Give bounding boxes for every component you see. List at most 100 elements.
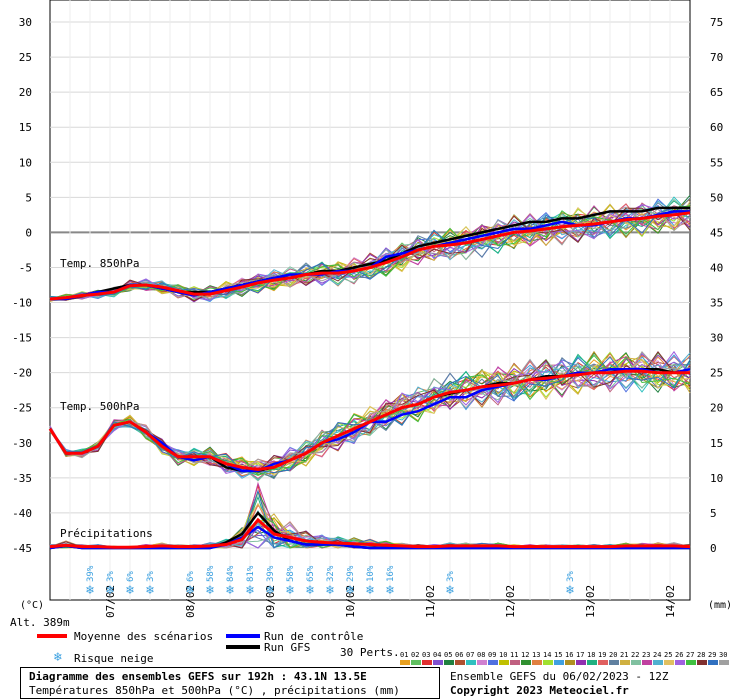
footer-title: Diagramme des ensembles GEFS sur 192h : … [29,670,367,683]
pert-swatch [521,660,531,665]
legend-gfs-label: Run GFS [264,641,311,654]
snowflake-icon: ❄ [245,583,254,598]
snowflake-icon: ❄ [105,583,114,598]
right-tick-label: 15 [710,437,723,450]
pert-swatch [422,660,432,665]
date-label: 10/02 [344,585,357,618]
pert-swatch [653,660,663,665]
pert-id-label: 12 [521,651,529,659]
left-tick-label: -20 [12,367,32,380]
pert-id-label: 19 [598,651,606,659]
snow-risk-pct: 6% [126,571,136,582]
legend-mean-swatch [37,634,67,638]
date-label: 12/02 [504,585,517,618]
pert-swatch [719,660,729,665]
pert-swatch [477,660,487,665]
pert-swatch [609,660,619,665]
left-tick-label: 15 [19,121,32,134]
right-tick-label: 50 [710,191,723,204]
left-tick-label: -10 [12,297,32,310]
pert-id-label: 17 [576,651,584,659]
left-tick-label: 25 [19,51,32,64]
pert-swatch [488,660,498,665]
perts-label: 30 Perts. [340,646,400,659]
pert-t500-line [49,351,691,473]
snowflake-icon: ❄ [54,650,62,665]
pert-id-label: 14 [543,651,551,659]
pert-id-label: 25 [664,651,672,659]
pert-swatch [499,660,509,665]
snow-risk-pct: 3% [446,571,456,582]
snowflake-icon: ❄ [365,583,374,598]
left-tick-label: -15 [12,332,32,345]
pert-id-label: 11 [510,651,518,659]
pert-t850-line [49,197,691,301]
pert-swatch [708,660,718,665]
pert-id-label: 03 [422,651,430,659]
right-tick-label: 75 [710,16,723,29]
pert-id-label: 27 [686,651,694,659]
snowflake-icon: ❄ [325,583,334,598]
pert-swatch [565,660,575,665]
snowflake-icon: ❄ [85,583,94,598]
right-tick-label: 70 [710,51,723,64]
pert-swatch [543,660,553,665]
series-precip-line [49,517,691,549]
pert-id-label: 02 [411,651,419,659]
series-t500-line [48,369,690,472]
left-tick-label: 10 [19,156,32,169]
left-tick-label: -45 [12,542,32,555]
pert-id-label: 29 [708,651,716,659]
left-tick-label: 20 [19,86,32,99]
pert-id-label: 18 [587,651,595,659]
snowflake-icon: ❄ [145,583,154,598]
pert-id-label: 30 [719,651,727,659]
series-t850-line [49,211,691,301]
pert-swatch [576,660,586,665]
pert-id-label: 09 [488,651,496,659]
right-tick-label: 10 [710,472,723,485]
snow-risk-pct: 81% [246,565,256,582]
label-t850: Temp. 850hPa [60,257,140,270]
pert-id-label: 20 [609,651,617,659]
snowflake-icon: ❄ [185,583,194,598]
pert-id-label: 10 [499,651,507,659]
snow-risk-pct: 39% [86,565,96,582]
pert-swatch [697,660,707,665]
snow-risk-pct: 3% [106,571,116,582]
snow-risk-pct: 32% [326,565,336,582]
snow-risk-pct: 3% [566,571,576,582]
date-label: 13/02 [584,585,597,618]
pert-swatch [532,660,542,665]
altitude: Alt. 389m [10,616,70,629]
pert-swatch [466,660,476,665]
right-tick-label: 65 [710,86,723,99]
legend-control-label: Run de contrôle [264,630,364,643]
snow-risk-pct: 58% [286,565,296,582]
pert-swatch [455,660,465,665]
snowflake-icon: ❄ [125,583,134,598]
snowflake-icon: ❄ [205,583,214,598]
snow-risk-pct: 16% [386,565,396,582]
right-tick-label: 35 [710,297,723,310]
pert-id-label: 15 [554,651,562,659]
right-tick-label: 60 [710,121,723,134]
footer-run: Ensemble GEFS du 06/02/2023 - 12Z [450,670,669,683]
snow-risk-pct: 65% [306,565,316,582]
pert-id-label: 13 [532,651,540,659]
pert-id-label: 26 [675,651,683,659]
label-precip: Précipitations [60,527,153,540]
footer-copyright: Copyright 2023 Meteociel.fr [450,684,629,697]
left-tick-label: 5 [25,191,32,204]
snow-risk-pct: 6% [186,571,196,582]
footer-box: Diagramme des ensembles GEFS sur 192h : … [20,667,440,699]
pert-id-label: 16 [565,651,573,659]
left-tick-label: -35 [12,472,32,485]
legend-snow-label: Risque neige [74,652,154,665]
legend-control-swatch [226,634,260,638]
snow-risk-pct: 29% [346,565,356,582]
pert-swatch [598,660,608,665]
right-tick-label: 55 [710,156,723,169]
pert-id-label: 08 [477,651,485,659]
